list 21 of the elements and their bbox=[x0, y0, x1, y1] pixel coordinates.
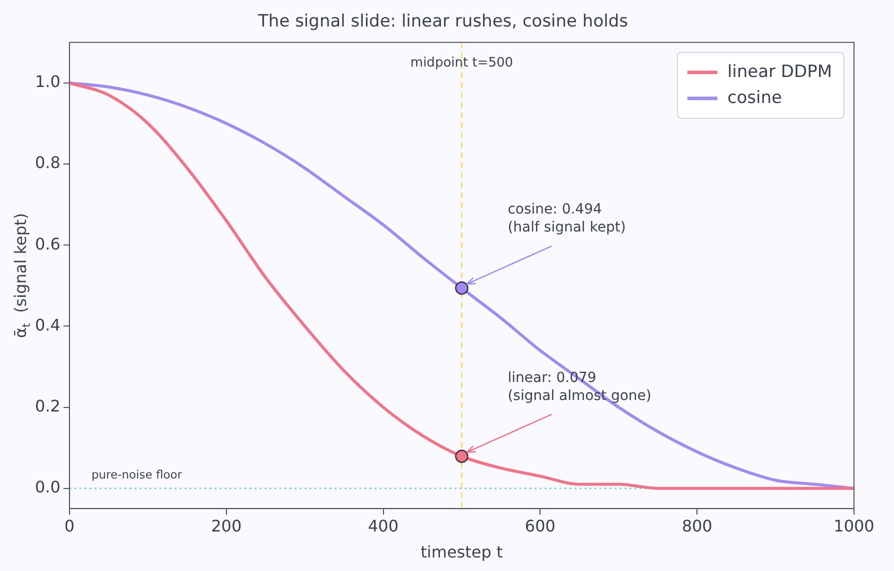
y-tick-label: 0.4 bbox=[34, 315, 60, 334]
x-tick-label: 800 bbox=[682, 516, 712, 536]
y-tick-label: 0.0 bbox=[34, 477, 60, 496]
y-tick-label: 0.2 bbox=[34, 396, 60, 416]
x-tick-label: 400 bbox=[368, 516, 399, 536]
y-axis-title: ᾱt (signal kept) bbox=[11, 213, 33, 338]
x-tick-label: 1000 bbox=[834, 516, 874, 536]
chart-title: The signal slide: linear rushes, cosine holds bbox=[257, 12, 628, 32]
y-tick-label: 0.6 bbox=[34, 234, 60, 254]
legend-label: cosine bbox=[727, 88, 782, 108]
x-tick-label: 0 bbox=[64, 516, 75, 536]
y-tick-label: 1.0 bbox=[34, 72, 60, 92]
legend-label: linear DDPM bbox=[727, 62, 832, 82]
line-series bbox=[69, 81, 854, 490]
x-tick-label: 600 bbox=[524, 516, 556, 536]
y-tick-label: 0.8 bbox=[34, 153, 60, 172]
x-axis-title: timestep t bbox=[420, 542, 503, 562]
ref-line-label: pure-noise floor bbox=[91, 468, 182, 482]
ref-line-label: midpoint t=500 bbox=[410, 55, 514, 70]
annotation: cosine: 0.494 (half signal kept) bbox=[508, 202, 626, 236]
x-tick-label: 200 bbox=[211, 516, 242, 536]
